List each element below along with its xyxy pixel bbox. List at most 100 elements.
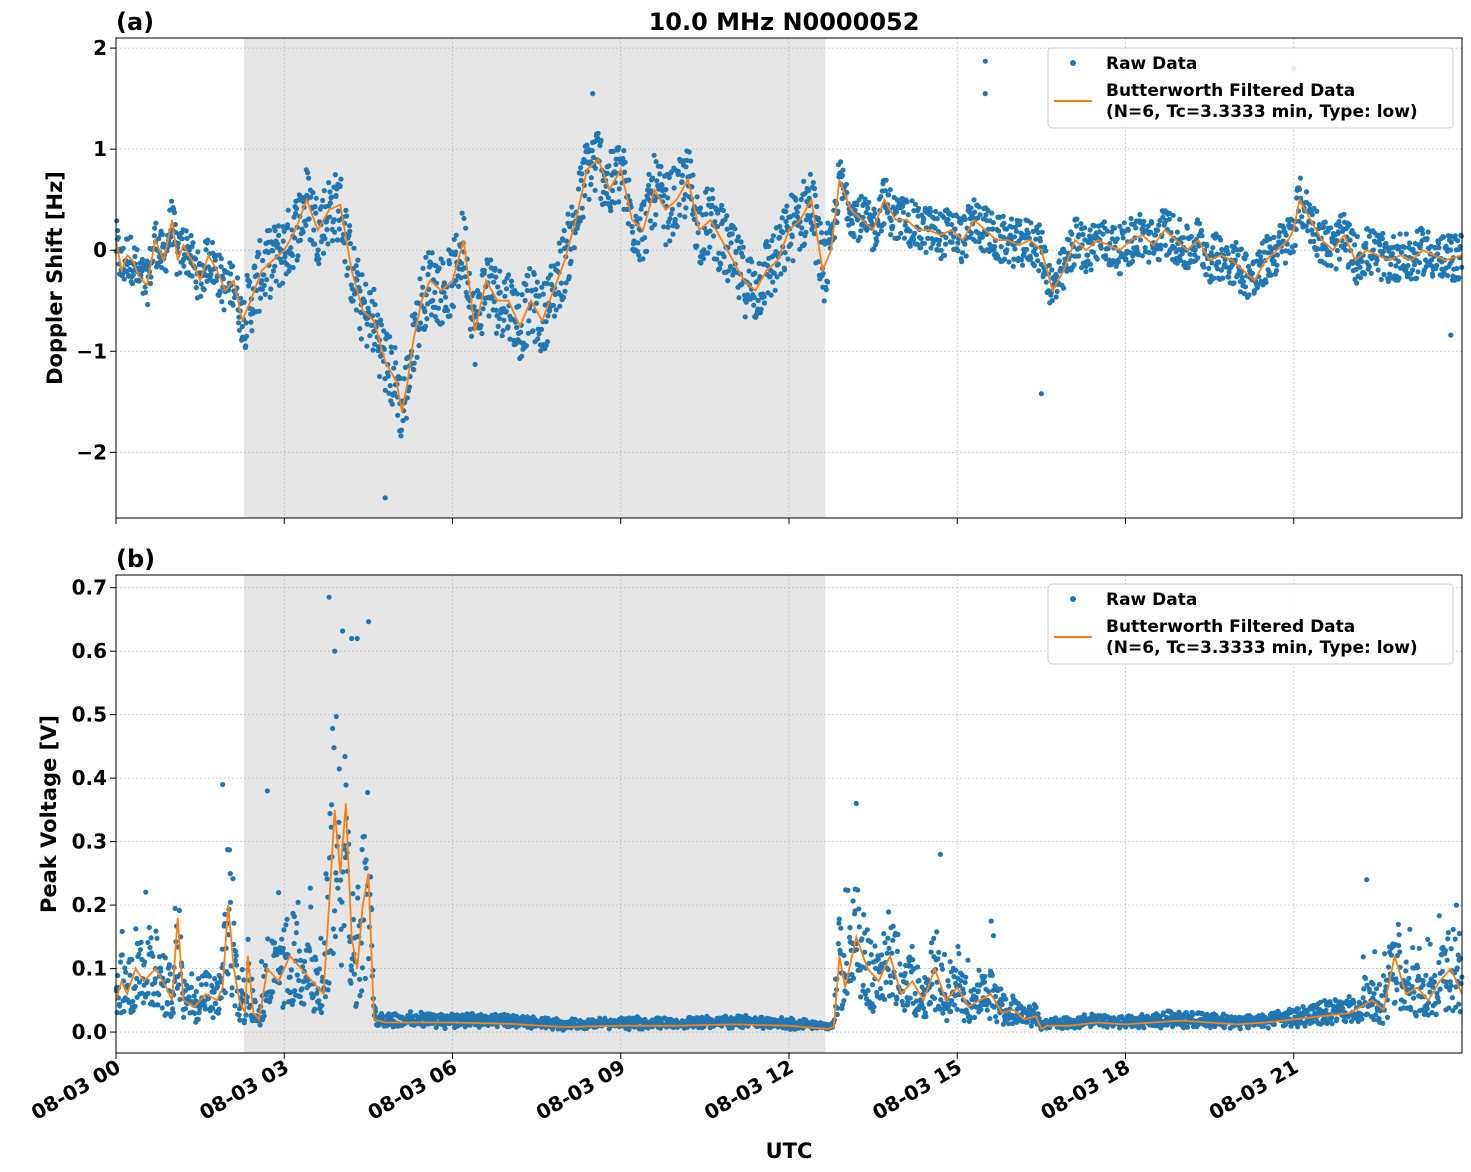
raw-data-point <box>133 926 139 932</box>
raw-data-point <box>1303 189 1310 195</box>
raw-data-point <box>1001 220 1007 226</box>
raw-data-point <box>1362 271 1368 277</box>
raw-data-point <box>1080 231 1086 238</box>
raw-data-point <box>1123 256 1129 262</box>
raw-data-point <box>1268 272 1274 278</box>
raw-data-point <box>287 974 293 980</box>
raw-data-point <box>523 282 529 288</box>
raw-data-point <box>488 257 494 263</box>
raw-data-point <box>558 280 564 286</box>
raw-data-point <box>241 977 247 983</box>
raw-data-point <box>1432 245 1438 251</box>
raw-data-point <box>810 180 817 186</box>
raw-data-point <box>651 152 657 158</box>
raw-data-point <box>231 920 237 926</box>
raw-data-point <box>895 931 901 938</box>
raw-data-point <box>844 990 850 996</box>
raw-data-point <box>340 628 346 634</box>
raw-data-point <box>683 164 689 170</box>
raw-data-point <box>1071 262 1077 268</box>
raw-data-point <box>982 973 988 980</box>
raw-data-point <box>148 274 154 280</box>
raw-data-point <box>604 170 610 176</box>
raw-data-point <box>889 992 896 998</box>
raw-data-point <box>1035 258 1041 264</box>
raw-data-point <box>247 279 253 285</box>
raw-data-point <box>247 1002 253 1009</box>
raw-data-point <box>862 196 868 202</box>
raw-data-point <box>293 930 299 936</box>
raw-data-point <box>1033 252 1039 258</box>
raw-data-point <box>1141 1025 1147 1031</box>
raw-data-point <box>878 228 885 234</box>
raw-data-point <box>895 235 902 241</box>
raw-data-point <box>364 343 370 349</box>
raw-data-point <box>1343 247 1349 253</box>
raw-data-point <box>164 1001 171 1007</box>
raw-data-point <box>1425 229 1431 235</box>
raw-data-point <box>243 333 250 339</box>
raw-data-point <box>117 1003 123 1009</box>
raw-data-point <box>318 239 324 245</box>
raw-data-point <box>836 916 842 922</box>
raw-data-point <box>694 243 700 249</box>
raw-data-point <box>514 291 520 297</box>
raw-data-point <box>724 213 730 219</box>
raw-data-point <box>1033 1004 1039 1010</box>
raw-data-point <box>260 1009 266 1015</box>
raw-data-point <box>316 261 322 267</box>
raw-data-point <box>941 951 948 958</box>
raw-data-point <box>371 328 377 334</box>
raw-data-point <box>668 169 675 175</box>
raw-data-point <box>524 287 530 294</box>
raw-data-point <box>588 175 594 181</box>
raw-data-point <box>310 190 316 196</box>
raw-data-point <box>330 926 336 932</box>
raw-data-point <box>1013 228 1020 234</box>
raw-data-point <box>858 228 864 234</box>
raw-data-point <box>150 953 156 959</box>
raw-data-point <box>643 248 650 254</box>
raw-data-point <box>1106 257 1112 263</box>
raw-data-point <box>1211 275 1217 281</box>
raw-data-point <box>177 270 183 276</box>
raw-data-point <box>548 281 555 288</box>
raw-data-point <box>442 1025 448 1031</box>
raw-data-point <box>758 306 764 312</box>
raw-data-point <box>716 250 722 256</box>
raw-data-point <box>212 976 218 982</box>
raw-data-point <box>1414 275 1420 281</box>
raw-data-point <box>333 870 339 876</box>
raw-data-point <box>1083 269 1089 275</box>
raw-data-point <box>461 265 467 271</box>
raw-data-point <box>264 277 270 283</box>
raw-data-point <box>889 950 895 956</box>
raw-data-point <box>493 307 499 313</box>
raw-data-point <box>1033 236 1039 242</box>
raw-data-point <box>330 950 336 956</box>
raw-data-point <box>902 1007 908 1013</box>
raw-data-point <box>1213 1012 1219 1019</box>
raw-data-point <box>140 1000 146 1006</box>
raw-data-point <box>291 913 297 920</box>
raw-data-point <box>130 272 136 278</box>
raw-data-point <box>372 302 378 308</box>
raw-data-point <box>286 268 292 274</box>
raw-data-point <box>799 225 805 231</box>
raw-data-point <box>114 218 120 224</box>
raw-data-point <box>195 249 201 255</box>
raw-data-point <box>622 159 628 165</box>
raw-data-point <box>775 261 781 267</box>
raw-data-point <box>821 298 827 304</box>
raw-data-point <box>424 316 430 322</box>
raw-data-point <box>847 925 853 931</box>
raw-data-point <box>1003 996 1009 1002</box>
raw-data-point <box>866 960 872 966</box>
raw-data-point <box>159 1005 165 1011</box>
raw-data-point <box>1005 241 1011 247</box>
raw-data-point <box>359 965 365 971</box>
raw-data-point <box>262 962 268 969</box>
raw-data-point <box>790 258 796 264</box>
raw-data-point <box>901 235 908 241</box>
raw-data-point <box>387 383 393 389</box>
